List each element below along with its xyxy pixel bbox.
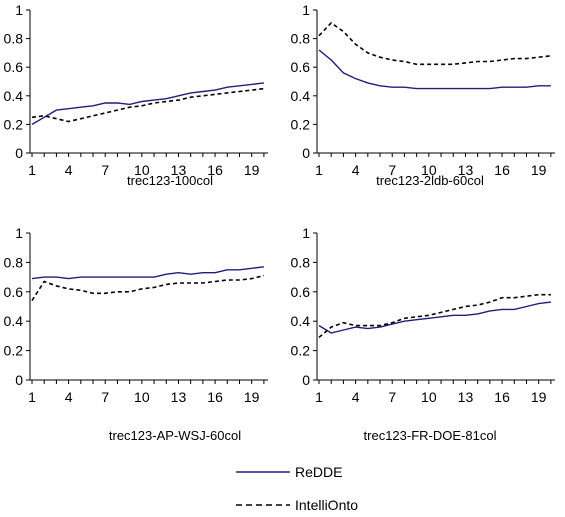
x-tick-label: 16 — [494, 162, 510, 178]
y-tick-label: 1 — [15, 2, 23, 18]
chart-panel-trec123-ap-wsj-60col: 0 0.2 0.4 0.6 0.8 1 1 4 7 10 13 16 19 trec123-AP-WSJ-… — [4, 225, 268, 443]
panel-caption: trec123-100col — [127, 173, 213, 188]
legend-label-intellionto: IntelliOnto — [295, 497, 358, 513]
x-tick-label: 1 — [315, 162, 323, 178]
y-tick-label: 0 — [15, 145, 23, 161]
y-tick-label: 0.6 — [291, 59, 311, 75]
y-tick-label: 0.8 — [291, 254, 311, 270]
x-tick-label: 1 — [28, 389, 36, 405]
x-tick-label: 7 — [101, 389, 109, 405]
y-tick-label: 0.2 — [4, 343, 24, 359]
y-tick-label: 0.6 — [291, 284, 311, 300]
x-tick-label: 4 — [65, 162, 73, 178]
x-tick-label: 10 — [421, 162, 437, 178]
x-tick-label: 4 — [352, 389, 360, 405]
series-line-redde — [318, 301, 551, 334]
y-tick-label: 0.8 — [4, 254, 24, 270]
x-tick-label: 13 — [171, 162, 187, 178]
y-tick-label: 1 — [15, 225, 23, 241]
series-line-redde — [31, 82, 264, 126]
x-tick-label: 19 — [244, 389, 260, 405]
y-tick-label: 0.6 — [4, 284, 24, 300]
x-tick-label: 13 — [458, 162, 474, 178]
y-tick-label: 0.2 — [4, 116, 24, 132]
x-tick-label: 13 — [458, 389, 474, 405]
x-tick-label: 4 — [65, 389, 73, 405]
x-tick-label: 19 — [244, 162, 260, 178]
x-tick-label: 13 — [171, 389, 187, 405]
x-tick-label: 16 — [207, 162, 223, 178]
chart-panel-trec123-fr-doe-81col: 0 0.2 0.4 0.6 0.8 1 1 4 7 10 13 16 19 trec123-FR-DOE-… — [291, 225, 555, 443]
y-tick-label: 0 — [302, 372, 310, 388]
x-tick-label: 7 — [388, 389, 396, 405]
y-tick-label: 0 — [15, 372, 23, 388]
legend: ReDDE IntelliOnto — [236, 464, 358, 513]
y-tick-label: 0.4 — [291, 313, 311, 329]
series-line-intellionto — [318, 21, 551, 66]
x-tick-label: 19 — [531, 389, 547, 405]
x-tick-label: 10 — [134, 389, 150, 405]
x-tick-label: 7 — [101, 162, 109, 178]
x-tick-label: 1 — [315, 389, 323, 405]
x-tick-label: 19 — [531, 162, 547, 178]
x-tick-label: 1 — [28, 162, 36, 178]
chart-panel-trec123-2ldb-60col: 0 0.2 0.4 0.6 0.8 1 1 4 7 10 13 16 19 trec123-2ldb-60… — [291, 2, 555, 188]
x-tick-label: 10 — [421, 389, 437, 405]
y-tick-label: 1 — [302, 2, 310, 18]
series-line-intellionto — [31, 87, 264, 123]
y-tick-label: 0.6 — [4, 59, 24, 75]
series-line-intellionto — [318, 293, 551, 339]
panel-caption: trec123-2ldb-60col — [376, 173, 484, 188]
y-tick-label: 0.2 — [291, 343, 311, 359]
x-tick-label: 10 — [134, 162, 150, 178]
y-tick-label: 0 — [302, 145, 310, 161]
y-tick-label: 1 — [302, 225, 310, 241]
x-tick-label: 16 — [494, 389, 510, 405]
x-tick-label: 7 — [388, 162, 396, 178]
y-tick-label: 0.4 — [4, 88, 24, 104]
x-tick-label: 16 — [207, 389, 223, 405]
y-tick-label: 0.8 — [291, 31, 311, 47]
y-tick-label: 0.2 — [291, 116, 311, 132]
x-tick-label: 4 — [352, 162, 360, 178]
panel-caption: trec123-FR-DOE-81col — [364, 428, 497, 443]
y-tick-label: 0.4 — [291, 88, 311, 104]
panel-caption: trec123-AP-WSJ-60col — [109, 428, 241, 443]
legend-label-redde: ReDDE — [295, 464, 342, 480]
series-line-intellionto — [31, 274, 265, 302]
y-tick-label: 0.8 — [4, 31, 24, 47]
series-line-redde — [31, 266, 264, 280]
y-tick-label: 0.4 — [4, 313, 24, 329]
series-line-redde — [318, 49, 551, 90]
chart-panel-trec123-100col: 0 0.2 0.4 0.6 0.8 1 1 4 7 10 13 16 19 trec123-100col — [4, 2, 268, 188]
